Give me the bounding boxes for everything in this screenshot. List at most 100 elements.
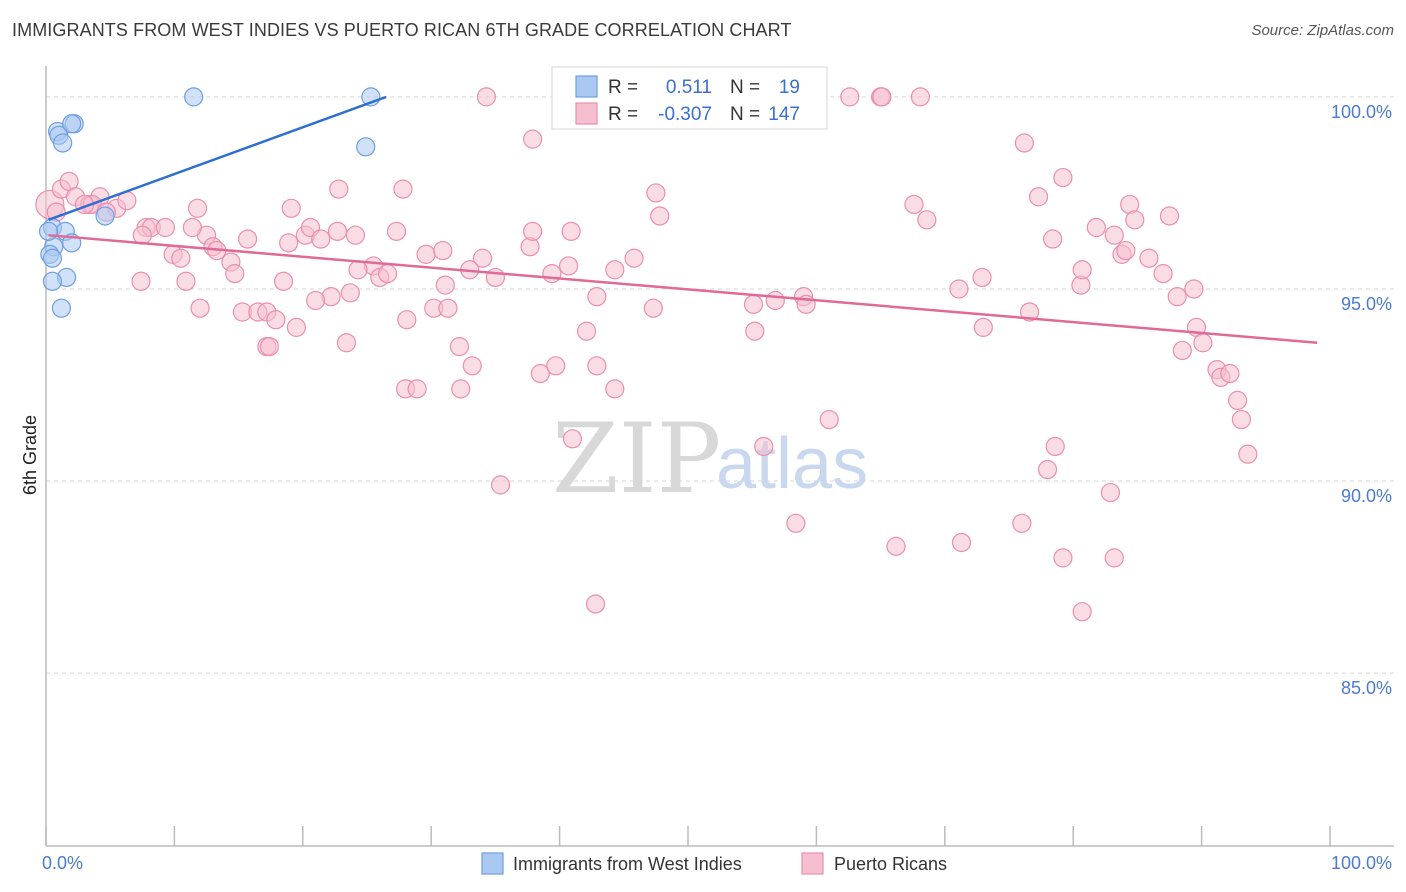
pr-point	[1167, 287, 1187, 307]
pr-point	[1072, 602, 1092, 622]
pr-point	[1053, 167, 1073, 188]
pr-point	[345, 225, 366, 245]
pr-point	[605, 379, 625, 399]
wi-point	[95, 206, 115, 226]
y-tick-label-2: 90.0%	[1341, 486, 1392, 506]
pr-point	[377, 264, 398, 284]
pr-point	[306, 290, 326, 311]
pr-point	[472, 248, 493, 268]
pr-point	[435, 275, 455, 295]
pr-point	[562, 429, 583, 449]
pr-point	[786, 513, 806, 533]
pr-point	[1019, 302, 1040, 322]
pr-point	[311, 229, 331, 249]
pr-point	[279, 233, 299, 253]
pr-point	[951, 532, 972, 553]
wi-point	[53, 133, 73, 153]
pr-point	[1139, 248, 1159, 268]
pr-point	[1238, 444, 1258, 464]
pr-point	[745, 321, 765, 341]
wi-point	[42, 248, 63, 268]
watermark-atlas: atlas	[716, 424, 868, 504]
pr-point	[286, 317, 306, 337]
pr-point	[449, 336, 470, 357]
pr-point	[490, 475, 511, 495]
pr-point	[910, 87, 931, 107]
pr-point	[1184, 279, 1204, 299]
pr-point	[624, 248, 644, 268]
pr-point	[476, 87, 497, 107]
pr-point	[386, 221, 407, 241]
pr-point	[523, 129, 543, 149]
stats-n-value-2: 147	[768, 104, 800, 125]
pr-point	[587, 287, 607, 307]
pr-point	[523, 221, 543, 241]
pr-point	[397, 310, 417, 330]
pr-point	[576, 321, 597, 341]
stats-n-value-1: 19	[779, 77, 800, 98]
pr-point	[171, 248, 191, 268]
pr-point	[451, 379, 471, 399]
wi-point	[38, 221, 59, 241]
pr-point	[281, 198, 301, 218]
y-axis-label: 6th Grade	[20, 415, 40, 495]
pr-point	[131, 271, 151, 291]
pr-point	[1028, 187, 1049, 207]
legend-label-west-indies: Immigrants from West Indies	[513, 854, 742, 874]
series-puerto-ricans	[35, 87, 1258, 622]
legend-swatch-west-indies	[481, 852, 504, 875]
pr-point	[542, 264, 562, 284]
x-tick-label-1: 100.0%	[1331, 853, 1392, 873]
x-tick-labels: 0.0% 100.0%	[42, 853, 1392, 873]
pr-point	[190, 298, 210, 318]
pr-point	[585, 594, 606, 614]
pr-point	[872, 87, 892, 107]
wi-point	[184, 87, 204, 107]
source-label: Source: ZipAtlas.com	[1251, 22, 1394, 39]
wi-point	[62, 114, 82, 134]
pr-point	[182, 217, 202, 238]
chart-title: IMMIGRANTS FROM WEST INDIES VS PUERTO RI…	[12, 20, 792, 40]
pr-point	[1100, 482, 1121, 503]
trend-line-puerto-ricans	[48, 233, 1318, 344]
pr-point	[329, 179, 349, 199]
pr-point	[819, 409, 839, 430]
pr-point	[266, 310, 286, 330]
stats-r-label-2: R =	[608, 104, 638, 125]
pr-point	[438, 298, 458, 318]
pr-point	[650, 206, 670, 226]
pr-point	[340, 283, 360, 303]
pr-point	[949, 279, 969, 299]
trend-lines	[48, 95, 1318, 344]
pr-point	[485, 267, 505, 288]
wi-point	[51, 298, 72, 318]
pr-point	[1104, 548, 1124, 568]
pr-point	[546, 356, 566, 376]
pr-point	[336, 333, 357, 353]
pr-point	[646, 183, 666, 203]
stats-n-label-1: N =	[730, 77, 760, 98]
pr-point	[1116, 240, 1136, 261]
pr-point	[225, 264, 245, 284]
grid-lines	[46, 96, 1394, 674]
pr-point	[561, 221, 581, 241]
pr-point	[187, 198, 208, 218]
stats-swatch-pink	[575, 102, 598, 125]
pr-point	[1037, 459, 1058, 480]
pr-point	[259, 336, 280, 357]
pr-point	[327, 221, 348, 241]
pr-point	[558, 256, 579, 276]
pr-point	[1172, 340, 1192, 361]
pr-point	[155, 217, 176, 238]
pr-point	[1104, 225, 1124, 245]
pr-point	[1043, 229, 1063, 249]
pr-point	[904, 194, 924, 215]
pr-point	[1045, 436, 1065, 457]
pr-point	[273, 271, 294, 291]
y-tick-labels: 100.0% 95.0% 90.0% 85.0%	[1331, 102, 1392, 698]
pr-point	[1231, 409, 1252, 430]
y-tick-label-3: 85.0%	[1341, 678, 1392, 698]
pr-point	[407, 379, 427, 399]
pr-point	[840, 87, 860, 107]
